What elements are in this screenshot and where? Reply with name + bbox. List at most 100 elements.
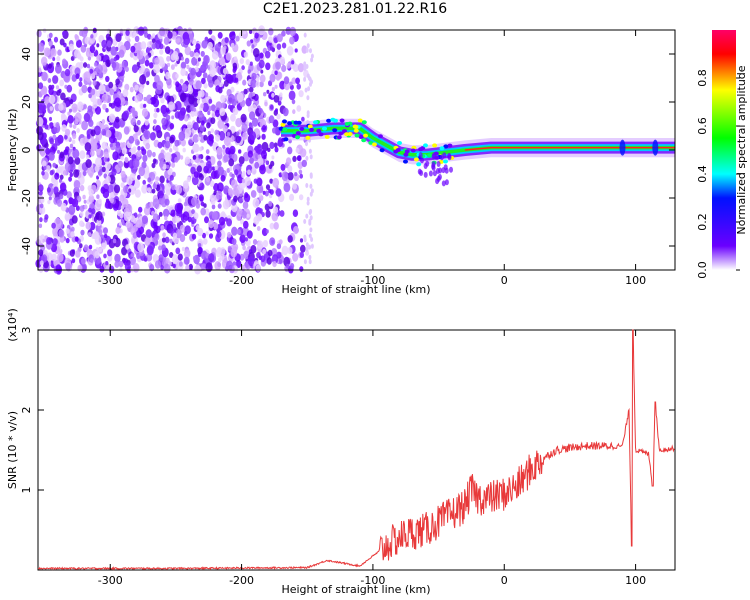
noise-speckle [160, 225, 165, 231]
noise-speckle [273, 222, 279, 230]
noise-speckle [105, 33, 111, 41]
noise-speckle [165, 188, 171, 196]
noise-speckle [310, 243, 314, 249]
noise-speckle [168, 101, 175, 111]
noise-speckle [287, 165, 293, 173]
noise-speckle [308, 244, 312, 250]
noise-speckle [101, 166, 106, 173]
noise-speckle [202, 232, 206, 239]
noise-speckle [269, 237, 276, 246]
snr-panel: -300 -200 -100 0 100 1 2 3 Height of straight … [6, 308, 676, 596]
noise-speckle [175, 147, 179, 152]
ridge-blob [432, 170, 437, 177]
noise-speckle [281, 171, 289, 182]
noise-speckle [192, 107, 197, 112]
noise-speckle [178, 131, 186, 142]
noise-speckle [60, 182, 67, 192]
noise-speckle [154, 74, 160, 83]
noise-speckle [189, 50, 195, 58]
noise-speckle [132, 146, 137, 153]
noise-speckle [159, 60, 166, 68]
colorbar: 0.0 0.2 0.4 0.6 0.8 Normalized spectral ampl… [696, 30, 748, 279]
noise-speckle [303, 219, 307, 224]
noise-speckle [83, 204, 88, 210]
noise-speckle [219, 107, 226, 117]
noise-speckle [243, 51, 249, 58]
noise-speckle [169, 123, 175, 130]
noise-speckle [309, 48, 312, 54]
noise-speckle [39, 217, 43, 223]
noise-speckle [203, 83, 208, 89]
ridge-blob [372, 142, 377, 147]
noise-speckle [69, 108, 72, 113]
noise-speckle [52, 226, 59, 237]
noise-speckle [175, 100, 182, 111]
x-tick-label: -200 [229, 574, 254, 587]
noise-speckle [107, 184, 114, 194]
noise-speckle [121, 246, 128, 256]
noise-speckle [269, 73, 276, 83]
noise-speckle [112, 151, 119, 161]
noise-speckle [164, 152, 172, 163]
noise-speckle [303, 76, 307, 82]
noise-speckle [108, 102, 112, 107]
noise-speckle [208, 233, 214, 239]
noise-speckle [147, 187, 152, 193]
noise-speckle [271, 212, 279, 222]
noise-speckle [166, 136, 170, 142]
noise-speckle [45, 147, 51, 155]
noise-speckle [88, 244, 93, 250]
noise-speckle [166, 164, 170, 169]
noise-speckle [192, 256, 196, 261]
noise-speckle [129, 86, 134, 93]
noise-speckle [55, 85, 60, 90]
ridge-blob [443, 159, 448, 164]
noise-speckle [190, 67, 196, 76]
noise-speckle [77, 101, 84, 111]
noise-speckle [74, 236, 79, 242]
noise-speckle [156, 107, 160, 113]
noise-speckle [303, 237, 307, 243]
noise-speckle [191, 175, 199, 186]
snr-y-ticks: 1 2 3 [20, 327, 675, 494]
noise-speckle [66, 191, 72, 199]
noise-speckle [159, 27, 166, 37]
noise-speckle [306, 113, 310, 119]
noise-speckle [256, 251, 261, 259]
noise-speckle [39, 260, 44, 266]
ridge-blob [283, 137, 289, 142]
noise-speckle [229, 31, 236, 41]
ridge-blob [423, 163, 428, 169]
noise-speckle [299, 173, 304, 179]
noise-speckle [51, 176, 56, 184]
signal-ridge [278, 117, 675, 187]
noise-speckle [113, 184, 121, 194]
noise-speckle [124, 262, 131, 271]
noise-speckle [227, 75, 234, 84]
ridge-blob [444, 167, 449, 174]
noise-speckle [72, 124, 77, 129]
noise-speckle [179, 224, 186, 233]
noise-speckle [96, 64, 103, 74]
noise-speckle [197, 227, 204, 237]
noise-speckle [133, 110, 138, 118]
noise-speckle [226, 131, 231, 137]
noise-speckle [175, 247, 181, 255]
noise-speckle [59, 193, 64, 200]
noise-speckle [149, 132, 156, 141]
noise-speckle [65, 237, 70, 244]
noise-speckle [149, 62, 154, 69]
noise-speckle [208, 219, 215, 229]
noise-speckle [203, 134, 208, 141]
noise-speckle [214, 109, 221, 118]
ridge-blob [332, 128, 338, 133]
noise-speckle [152, 213, 159, 223]
noise-speckle [269, 222, 275, 230]
noise-speckle [94, 165, 100, 173]
noise-speckle [56, 199, 63, 207]
noise-speckle [264, 190, 269, 197]
noise-speckle [37, 104, 44, 114]
y-tick-label: 0 [20, 147, 33, 154]
noise-speckle [146, 149, 153, 158]
